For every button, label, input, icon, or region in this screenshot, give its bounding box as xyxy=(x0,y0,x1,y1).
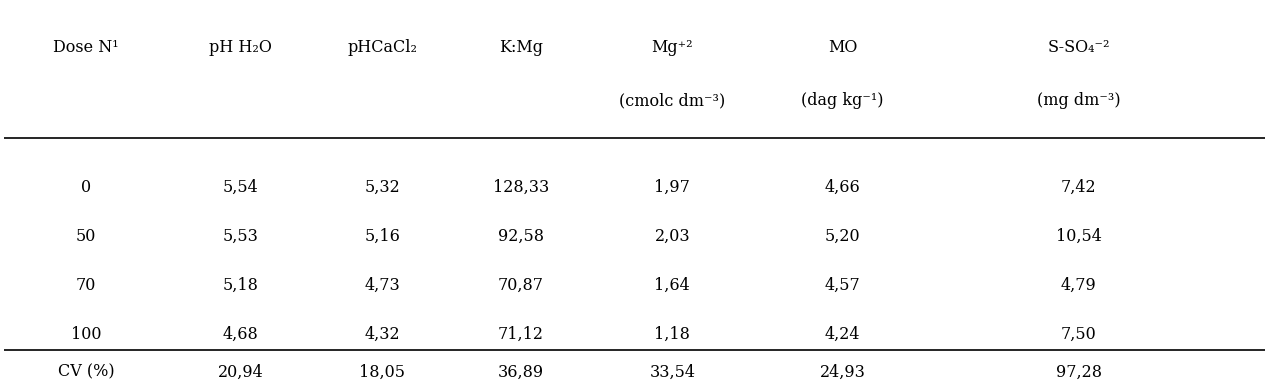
Text: 7,42: 7,42 xyxy=(1061,179,1096,196)
Text: CV (%): CV (%) xyxy=(58,364,114,381)
Text: 5,53: 5,53 xyxy=(222,228,259,245)
Text: 70: 70 xyxy=(76,277,96,294)
Text: 5,18: 5,18 xyxy=(222,277,259,294)
Text: 71,12: 71,12 xyxy=(497,326,544,343)
Text: 33,54: 33,54 xyxy=(650,364,695,381)
Text: 7,50: 7,50 xyxy=(1061,326,1096,343)
Text: 4,32: 4,32 xyxy=(364,326,400,343)
Text: 50: 50 xyxy=(76,228,96,245)
Text: 100: 100 xyxy=(71,326,102,343)
Text: 5,54: 5,54 xyxy=(222,179,259,196)
Text: 92,58: 92,58 xyxy=(497,228,544,245)
Text: K:Mg: K:Mg xyxy=(499,39,543,56)
Text: 4,57: 4,57 xyxy=(825,277,860,294)
Text: 4,68: 4,68 xyxy=(222,326,259,343)
Text: 1,64: 1,64 xyxy=(655,277,690,294)
Text: 18,05: 18,05 xyxy=(359,364,405,381)
Text: pHCaCl₂: pHCaCl₂ xyxy=(348,39,418,56)
Text: 4,73: 4,73 xyxy=(364,277,400,294)
Text: 10,54: 10,54 xyxy=(1056,228,1101,245)
Text: Mg⁺²: Mg⁺² xyxy=(651,39,693,56)
Text: 2,03: 2,03 xyxy=(655,228,690,245)
Text: MO: MO xyxy=(827,39,857,56)
Text: 20,94: 20,94 xyxy=(218,364,264,381)
Text: 5,16: 5,16 xyxy=(364,228,400,245)
Text: 128,33: 128,33 xyxy=(492,179,549,196)
Text: 1,97: 1,97 xyxy=(655,179,690,196)
Text: 4,79: 4,79 xyxy=(1061,277,1096,294)
Text: 24,93: 24,93 xyxy=(820,364,865,381)
Text: 4,66: 4,66 xyxy=(825,179,860,196)
Text: pH H₂O: pH H₂O xyxy=(209,39,272,56)
Text: 70,87: 70,87 xyxy=(497,277,544,294)
Text: 5,32: 5,32 xyxy=(364,179,400,196)
Text: Dose N¹: Dose N¹ xyxy=(53,39,119,56)
Text: (dag kg⁻¹): (dag kg⁻¹) xyxy=(801,92,883,109)
Text: 4,24: 4,24 xyxy=(825,326,860,343)
Text: (mg dm⁻³): (mg dm⁻³) xyxy=(1037,92,1121,109)
Text: 36,89: 36,89 xyxy=(497,364,544,381)
Text: 5,20: 5,20 xyxy=(825,228,860,245)
Text: 0: 0 xyxy=(81,179,91,196)
Text: 1,18: 1,18 xyxy=(655,326,690,343)
Text: S-SO₄⁻²: S-SO₄⁻² xyxy=(1048,39,1110,56)
Text: (cmolᴄ dm⁻³): (cmolᴄ dm⁻³) xyxy=(619,92,726,109)
Text: 97,28: 97,28 xyxy=(1056,364,1101,381)
